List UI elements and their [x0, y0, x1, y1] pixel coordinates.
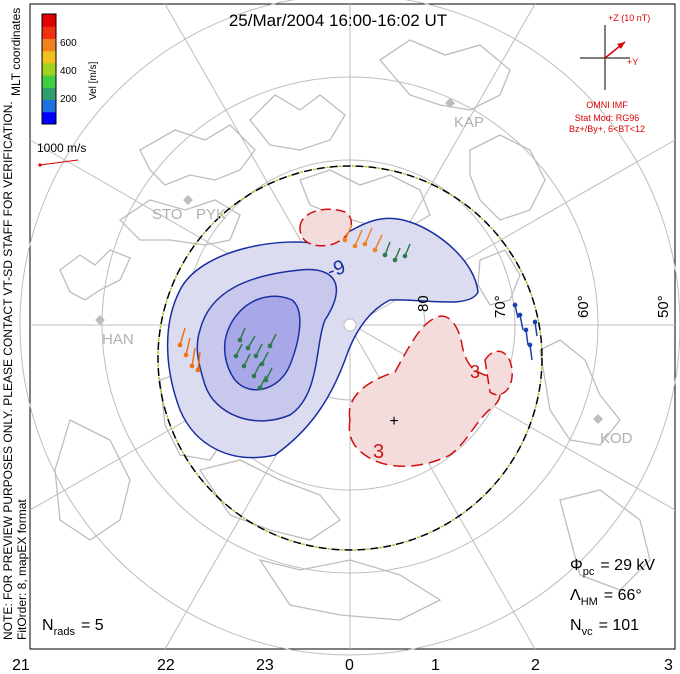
colorbar-tick-600: 600: [60, 38, 77, 49]
velocity-vectors: [177, 224, 538, 391]
scale-vector-dot: [38, 163, 42, 167]
positive-cell-main: [348, 315, 501, 467]
mlt-label-1: 1: [431, 657, 440, 674]
station-icon-sto: [183, 195, 193, 205]
positive-cell-top: [299, 208, 352, 247]
colorbar-swatch: [42, 99, 56, 113]
imf-condition: Bz+/By+, 6<BT<12: [569, 124, 645, 134]
lat-label-60: 60°: [575, 295, 592, 318]
colorbar-swatch: [42, 75, 56, 88]
colorbar-swatch: [42, 38, 56, 52]
station-icon-kod: [593, 414, 603, 424]
lat-label-80: 80: [415, 295, 432, 312]
station-icon-han: [95, 315, 105, 325]
lat-label-70: 70°: [492, 295, 509, 318]
station-icon-kap: [445, 98, 455, 108]
stat-phi-pc: Φpc = 29 kV: [570, 557, 655, 578]
mlt-label-3: 3: [664, 657, 673, 674]
contour-label-positive-2: 3: [470, 362, 480, 382]
station-pyk: PYK: [196, 206, 226, 223]
imf-arrow-head: [617, 42, 625, 49]
colorbar-swatch: [42, 62, 56, 76]
contour-label-positive-1: 3: [373, 441, 384, 463]
mlt-coordinates-label: MLT coordinates: [9, 8, 23, 96]
stat-n-rads: Nrads = 5: [42, 617, 104, 638]
stat-lambda-hm: ΛHM = 66°: [570, 587, 642, 608]
velocity-colorbar: [41, 13, 57, 125]
colorbar-swatch: [42, 14, 56, 27]
mlt-label-23: 23: [256, 657, 274, 674]
colorbar-tick-400: 400: [60, 66, 77, 77]
preview-note: NOTE: FOR PREVIEW PURPOSES ONLY. PLEASE …: [1, 101, 15, 640]
station-han: HAN: [102, 331, 134, 348]
mlt-label-0: 0: [345, 657, 354, 674]
imf-by-label: +Y: [627, 57, 638, 67]
colorbar-swatch: [42, 111, 56, 125]
colorbar-border: [41, 13, 57, 125]
scale-vector-arrow: [39, 159, 79, 166]
colorbar-swatch: [42, 50, 56, 64]
imf-source: OMNI IMF: [586, 100, 628, 110]
mlt-label-22: 22: [157, 657, 175, 674]
imf-bz-label: +Z (10 nT): [608, 13, 650, 23]
station-kap: KAP: [454, 114, 484, 131]
station-markers: [95, 98, 603, 424]
mlt-label-2: 2: [531, 657, 540, 674]
colorbar-swatch: [42, 26, 56, 39]
fit-order-note: FitOrder: 8, mapEX format: [15, 499, 29, 640]
potential-max-marker: +: [389, 413, 398, 430]
imf-model: Stat Mod: RG96: [575, 113, 640, 123]
lat-label-50: 50°: [655, 295, 672, 318]
pole-marker: [343, 318, 357, 332]
mlt-label-21: 21: [12, 657, 30, 674]
boundary-overlay: [157, 165, 543, 551]
stat-n-vc: Nvc = 101: [570, 617, 639, 638]
map-title: 25/Mar/2004 16:00-16:02 UT: [229, 11, 447, 30]
colorbar-tick-200: 200: [60, 94, 77, 105]
positive-cell-right: [484, 350, 513, 396]
station-sto: STO: [152, 206, 183, 223]
colorbar-swatch: [42, 87, 56, 101]
station-kod: KOD: [600, 430, 633, 447]
colorbar-axis-label: Vel [m/s]: [88, 61, 99, 100]
scale-vector-label: 1000 m/s: [37, 141, 86, 155]
